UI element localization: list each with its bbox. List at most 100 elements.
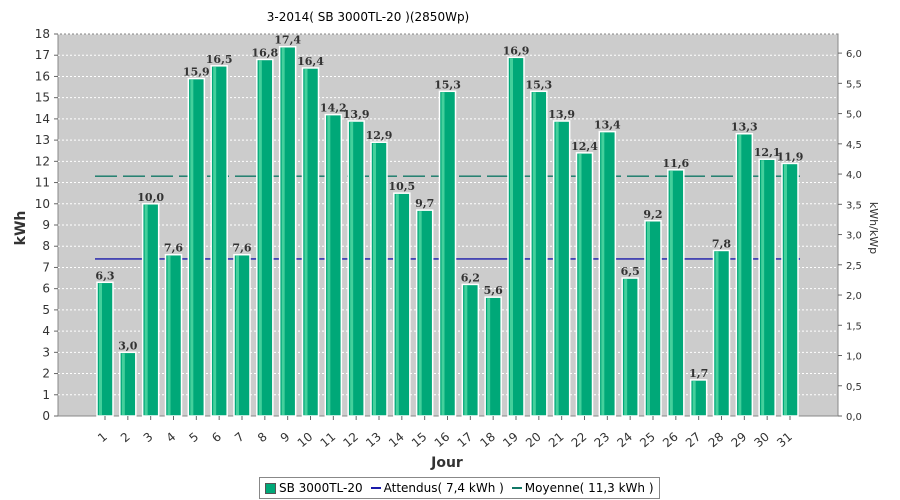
data-label-day-27: 1,7 — [689, 367, 708, 380]
x-tick-label-5: 5 — [186, 430, 201, 446]
y-right-tick-label-5: 2,5 — [846, 261, 862, 272]
data-label-day-24: 6,5 — [621, 265, 640, 278]
bar-highlight-23 — [601, 132, 605, 415]
data-label-day-14: 10,5 — [388, 180, 415, 193]
data-label-day-26: 11,6 — [662, 157, 689, 170]
x-tick-label-14: 14 — [386, 430, 407, 451]
bar-highlight-13 — [373, 143, 376, 415]
data-label-day-23: 13,4 — [594, 119, 621, 132]
y-tick-label-2: 2 — [42, 367, 50, 381]
legend-moyenne-label: Moyenne( 11,3 kWh ) — [524, 481, 654, 495]
data-label-day-13: 12,9 — [366, 129, 393, 142]
data-label-day-11: 14,2 — [320, 102, 347, 115]
data-label-day-7: 7,6 — [232, 242, 251, 255]
data-label-day-4: 7,6 — [164, 242, 183, 255]
y-right-tick-label-10: 5,0 — [846, 110, 862, 121]
y-tick-label-0: 0 — [42, 409, 50, 423]
y-axis-label: kWh — [13, 211, 29, 246]
x-tick-label-13: 13 — [363, 430, 384, 451]
bar-highlight-3 — [144, 204, 148, 415]
data-label-day-19: 16,9 — [503, 44, 530, 57]
y-axis-right: 0,0 0,5 1,0 1,5 2,0 2,5 3,0 3,5 4,0 4,5 5,0 5,5 6,0 — [838, 49, 862, 423]
data-label-day-8: 16,8 — [251, 46, 278, 59]
x-tick-label-24: 24 — [614, 430, 635, 451]
legend-item-attendus: Attendus( 7,4 kWh ) — [370, 481, 504, 495]
y-tick-label-11: 11 — [35, 176, 50, 190]
y-right-tick-label-9: 4,5 — [846, 140, 862, 151]
legend-moyenne-line-icon — [511, 487, 522, 489]
x-tick-label-21: 21 — [546, 430, 567, 451]
data-label-day-25: 9,2 — [643, 208, 662, 221]
legend-series-label: SB 3000TL-20 — [279, 481, 363, 495]
x-tick-label-18: 18 — [477, 430, 498, 451]
bar-highlight-24 — [624, 279, 628, 415]
bar-highlight-16 — [441, 92, 445, 416]
y-right-tick-label-0: 0,0 — [846, 412, 862, 423]
x-tick-label-31: 31 — [774, 430, 795, 451]
y-tick-label-9: 9 — [42, 218, 50, 232]
bar-highlight-26 — [669, 170, 673, 415]
x-tick-label-16: 16 — [432, 430, 453, 451]
data-label-day-9: 17,4 — [274, 34, 301, 47]
x-tick-label-23: 23 — [592, 430, 613, 451]
bar-highlight-20 — [532, 92, 536, 416]
y-tick-label-18: 18 — [35, 27, 50, 41]
y-tick-label-1: 1 — [42, 388, 50, 402]
x-axis-label: Jour — [430, 455, 463, 471]
bar-highlight-19 — [510, 58, 513, 415]
y-right-tick-label-3: 1,5 — [846, 321, 862, 332]
bar-highlight-2 — [121, 353, 125, 415]
bar-highlight-6 — [213, 66, 217, 415]
bar-highlight-27 — [692, 380, 696, 415]
legend-attendus-label: Attendus( 7,4 kWh ) — [383, 481, 504, 495]
data-label-day-5: 15,9 — [183, 66, 210, 79]
y-right-tick-label-6: 3,0 — [846, 231, 862, 242]
data-label-day-18: 5,6 — [484, 284, 503, 297]
x-tick-label-26: 26 — [660, 430, 681, 451]
x-tick-label-8: 8 — [255, 430, 270, 446]
x-tick-label-25: 25 — [637, 430, 658, 451]
y-right-tick-label-4: 2,0 — [846, 291, 862, 302]
x-tick-label-9: 9 — [278, 430, 293, 446]
bar-highlight-10 — [304, 68, 308, 415]
legend-item-series: SB 3000TL-20 — [265, 481, 363, 495]
legend-series-swatch-icon — [265, 482, 276, 494]
data-label-day-31: 11,9 — [777, 150, 804, 163]
data-label-day-10: 16,4 — [297, 55, 324, 68]
bars — [96, 45, 799, 417]
data-label-day-30: 12,1 — [754, 146, 781, 159]
x-tick-label-7: 7 — [232, 430, 247, 446]
y-tick-label-17: 17 — [35, 48, 50, 62]
bar-highlight-8 — [258, 60, 262, 415]
bar-highlight-12 — [350, 122, 354, 415]
bar-highlight-4 — [167, 255, 171, 415]
chart-title: 3-2014( SB 3000TL-20 )(2850Wp) — [267, 10, 470, 24]
data-labels: 6,3 3,0 10,0 7,6 15,916,5 7,6 16,817,4 16,4 14,2… — [95, 34, 803, 380]
y-right-tick-label-8: 4,0 — [846, 170, 862, 181]
x-tick-label-29: 29 — [729, 430, 750, 451]
data-label-day-12: 13,9 — [343, 108, 370, 121]
data-label-day-15: 9,7 — [415, 197, 434, 210]
y-axis-right-label: kWh/kWp — [867, 202, 880, 254]
data-label-day-3: 10,0 — [137, 191, 164, 204]
bar-highlight-18 — [487, 298, 491, 415]
data-label-day-2: 3,0 — [118, 339, 137, 352]
y-tick-label-6: 6 — [42, 282, 50, 296]
bar-highlight-7 — [236, 255, 239, 415]
x-tick-label-15: 15 — [409, 430, 430, 451]
legend-attendus-line-icon — [370, 487, 381, 489]
x-tick-label-28: 28 — [706, 430, 727, 451]
bar-highlight-28 — [715, 251, 719, 415]
bar-highlight-9 — [281, 47, 285, 415]
x-tick-label-2: 2 — [118, 430, 133, 446]
data-label-day-6: 16,5 — [206, 53, 233, 66]
x-tick-label-10: 10 — [295, 430, 316, 451]
x-tick-label-1: 1 — [95, 430, 110, 446]
bar-highlight-22 — [578, 153, 582, 415]
data-label-day-21: 13,9 — [548, 108, 575, 121]
bar-highlight-25 — [647, 221, 650, 415]
data-label-day-22: 12,4 — [571, 140, 598, 153]
y-right-tick-label-11: 5,5 — [846, 79, 862, 90]
